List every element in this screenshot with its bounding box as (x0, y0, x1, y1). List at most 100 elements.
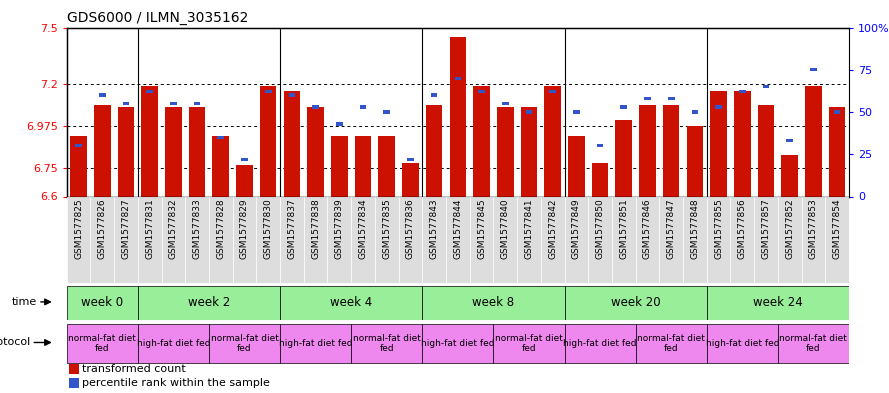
FancyBboxPatch shape (422, 286, 565, 320)
FancyBboxPatch shape (636, 196, 660, 283)
Text: GSM1577845: GSM1577845 (477, 198, 486, 259)
FancyBboxPatch shape (91, 196, 114, 283)
Text: protocol: protocol (0, 338, 30, 347)
FancyBboxPatch shape (636, 324, 707, 363)
Bar (621, 105, 627, 108)
Bar (355, 136, 372, 196)
Text: GSM1577831: GSM1577831 (145, 198, 154, 259)
Text: week 8: week 8 (472, 296, 515, 309)
Bar (549, 90, 556, 94)
Text: GSM1577832: GSM1577832 (169, 198, 178, 259)
Bar (194, 102, 200, 105)
FancyBboxPatch shape (114, 196, 138, 283)
Text: GSM1577846: GSM1577846 (643, 198, 652, 259)
FancyBboxPatch shape (138, 196, 162, 283)
Text: GSM1577848: GSM1577848 (691, 198, 700, 259)
FancyBboxPatch shape (233, 196, 256, 283)
FancyBboxPatch shape (67, 286, 138, 320)
Text: normal-fat diet
fed: normal-fat diet fed (353, 334, 420, 353)
Bar (76, 144, 82, 147)
Bar (241, 158, 248, 161)
Text: GSM1577839: GSM1577839 (335, 198, 344, 259)
FancyBboxPatch shape (256, 196, 280, 283)
Text: normal-fat diet
fed: normal-fat diet fed (637, 334, 705, 353)
Bar (645, 97, 651, 100)
Bar (544, 86, 561, 196)
Text: normal-fat diet
fed: normal-fat diet fed (495, 334, 563, 353)
FancyBboxPatch shape (707, 286, 849, 320)
FancyBboxPatch shape (731, 196, 754, 283)
Text: GSM1577844: GSM1577844 (453, 198, 462, 259)
Bar (781, 155, 798, 196)
FancyBboxPatch shape (589, 196, 612, 283)
Bar (573, 110, 580, 114)
Text: GSM1577837: GSM1577837 (287, 198, 296, 259)
Text: GSM1577850: GSM1577850 (596, 198, 605, 259)
Text: GSM1577841: GSM1577841 (525, 198, 533, 259)
Text: GSM1577836: GSM1577836 (406, 198, 415, 259)
Text: GSM1577843: GSM1577843 (429, 198, 438, 259)
FancyBboxPatch shape (802, 196, 825, 283)
FancyBboxPatch shape (469, 196, 493, 283)
FancyBboxPatch shape (351, 196, 375, 283)
Bar (478, 90, 485, 94)
Bar (787, 139, 793, 142)
Bar (383, 110, 390, 114)
FancyBboxPatch shape (209, 196, 233, 283)
FancyBboxPatch shape (209, 324, 280, 363)
Text: GSM1577842: GSM1577842 (549, 198, 557, 259)
FancyBboxPatch shape (825, 196, 849, 283)
Bar (710, 91, 727, 196)
Text: GSM1577851: GSM1577851 (620, 198, 629, 259)
Bar (497, 107, 514, 196)
FancyBboxPatch shape (375, 196, 398, 283)
Text: GSM1577849: GSM1577849 (572, 198, 581, 259)
Bar (829, 107, 845, 196)
Bar (68, 364, 78, 374)
FancyBboxPatch shape (493, 324, 565, 363)
FancyBboxPatch shape (683, 196, 707, 283)
FancyBboxPatch shape (398, 196, 422, 283)
FancyBboxPatch shape (422, 324, 493, 363)
Bar (68, 378, 78, 387)
Text: percentile rank within the sample: percentile rank within the sample (82, 378, 269, 388)
Text: week 0: week 0 (81, 296, 124, 309)
FancyBboxPatch shape (422, 196, 446, 283)
Text: normal-fat diet
fed: normal-fat diet fed (68, 334, 136, 353)
Bar (834, 110, 840, 114)
Text: normal-fat diet
fed: normal-fat diet fed (780, 334, 847, 353)
FancyBboxPatch shape (351, 324, 422, 363)
FancyBboxPatch shape (707, 324, 778, 363)
Text: GSM1577825: GSM1577825 (74, 198, 83, 259)
Bar (147, 90, 153, 94)
Bar (94, 105, 110, 196)
FancyBboxPatch shape (565, 196, 589, 283)
Text: GSM1577852: GSM1577852 (785, 198, 794, 259)
Text: high-fat diet fed: high-fat diet fed (564, 339, 637, 348)
Text: GSM1577855: GSM1577855 (714, 198, 723, 259)
Bar (592, 163, 608, 196)
Bar (663, 105, 679, 196)
Text: transformed count: transformed count (82, 364, 186, 374)
Text: GSM1577835: GSM1577835 (382, 198, 391, 259)
Text: high-fat diet fed: high-fat diet fed (706, 339, 779, 348)
FancyBboxPatch shape (707, 196, 731, 283)
Bar (289, 94, 295, 97)
Text: GSM1577828: GSM1577828 (216, 198, 225, 259)
FancyBboxPatch shape (541, 196, 565, 283)
Bar (686, 126, 703, 196)
Bar (212, 136, 229, 196)
Text: GDS6000 / ILMN_3035162: GDS6000 / ILMN_3035162 (67, 11, 248, 25)
Bar (308, 107, 324, 196)
Text: high-fat diet fed: high-fat diet fed (137, 339, 210, 348)
FancyBboxPatch shape (138, 324, 209, 363)
FancyBboxPatch shape (67, 196, 91, 283)
Bar (739, 90, 746, 94)
FancyBboxPatch shape (612, 196, 636, 283)
Text: week 4: week 4 (330, 296, 372, 309)
Text: GSM1577840: GSM1577840 (501, 198, 509, 259)
Text: normal-fat diet
fed: normal-fat diet fed (211, 334, 278, 353)
FancyBboxPatch shape (185, 196, 209, 283)
Bar (450, 37, 466, 197)
Bar (568, 136, 585, 196)
